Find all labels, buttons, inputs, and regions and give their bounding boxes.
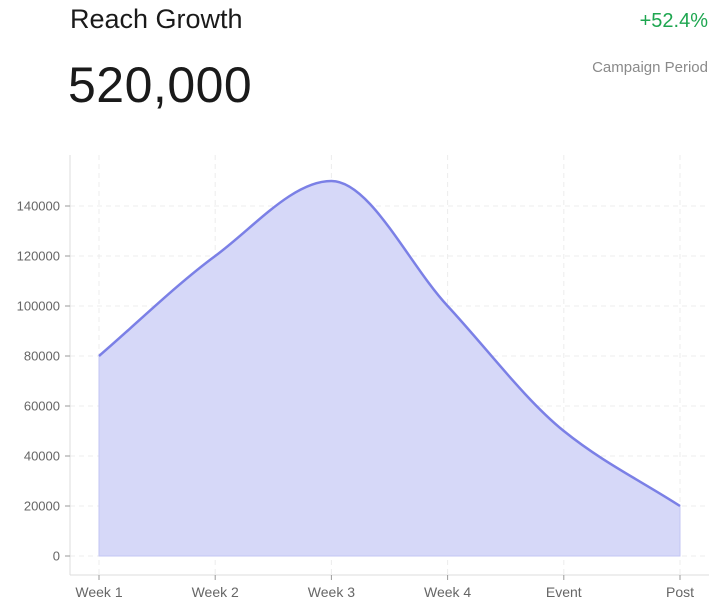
x-tick-label: Post: [666, 584, 694, 600]
series-line: [98, 179, 681, 508]
axes: [69, 155, 709, 576]
area-layer: [98, 179, 681, 557]
y-tick-label: 80000: [24, 349, 60, 364]
y-tick-label: 100000: [17, 299, 60, 314]
x-tick-label: Week 1: [75, 584, 122, 600]
metric-value: 520,000: [68, 57, 253, 113]
x-axis-ticks: Week 1 Week 2 Week 3 Week 4 Event Post: [75, 575, 694, 600]
change-badge: +52.4%: [639, 10, 708, 32]
y-tick-label: 60000: [24, 399, 60, 414]
y-tick-label: 40000: [24, 449, 60, 464]
y-axis-ticks: 0 20000 40000 60000 80000 100000 120000 140000: [17, 199, 70, 564]
x-tick-label: Week 4: [424, 584, 471, 600]
x-tick-label: Event: [546, 584, 582, 600]
period-label: Campaign Period: [592, 59, 708, 76]
y-tick-label: 0: [53, 549, 60, 564]
y-tick-label: 20000: [24, 499, 60, 514]
x-tick-label: Week 3: [308, 584, 355, 600]
area-fill: [98, 180, 681, 557]
y-tick-label: 120000: [17, 249, 60, 264]
y-tick-label: 140000: [17, 199, 60, 214]
chart-title: Reach Growth: [70, 4, 243, 34]
x-tick-label: Week 2: [192, 584, 239, 600]
